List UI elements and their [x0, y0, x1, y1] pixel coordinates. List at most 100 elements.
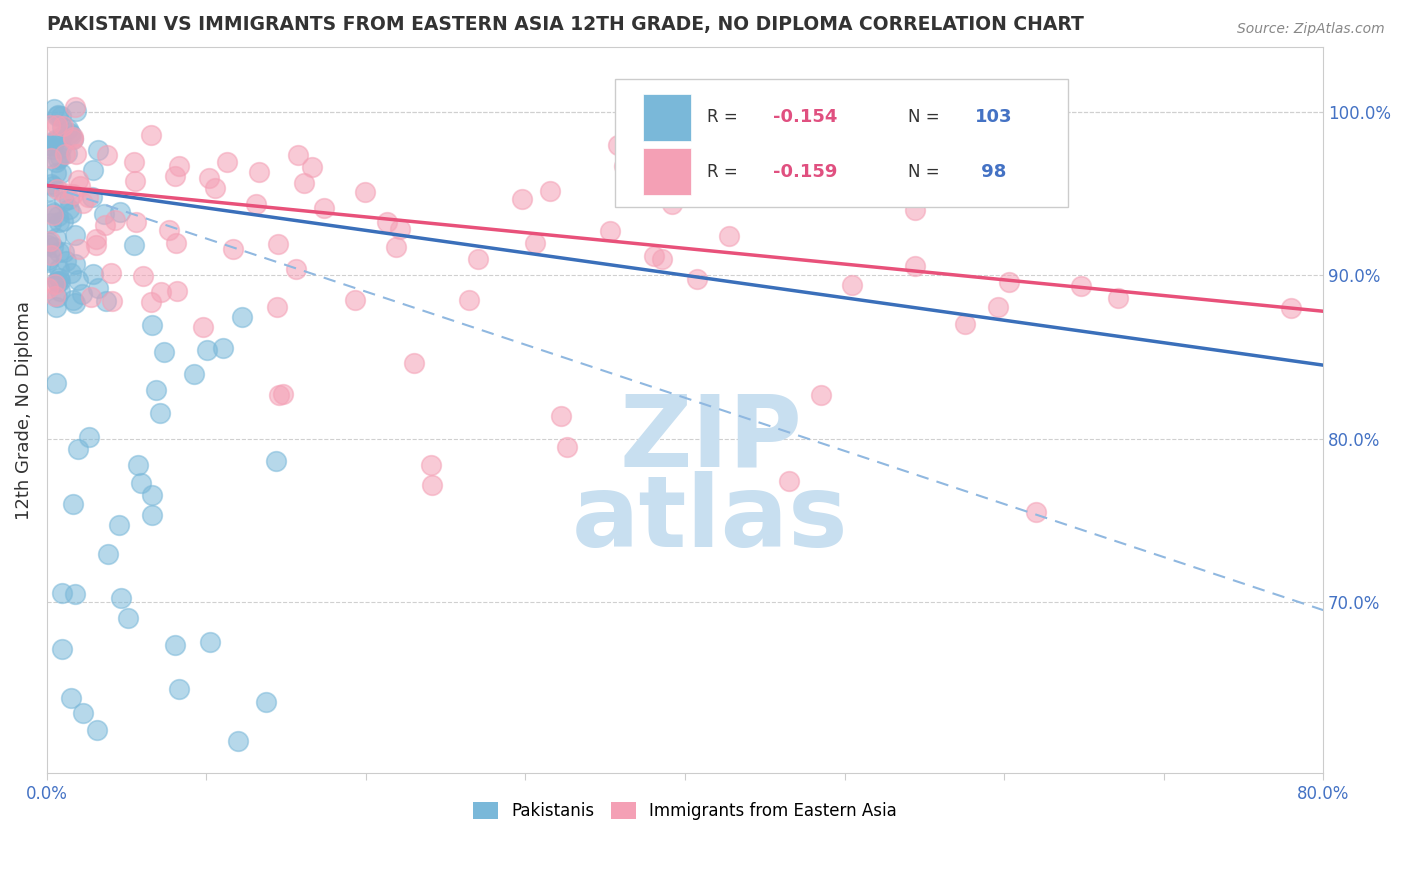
Point [139, 294, 162, 309]
Point [266, 454, 288, 468]
Point [249, 164, 271, 178]
Point [46, 274, 69, 288]
Point [599, 224, 621, 238]
Point [67, 442, 90, 456]
FancyBboxPatch shape [643, 94, 692, 141]
Point [65, 100, 87, 114]
Point [165, 235, 187, 250]
Point [375, 215, 398, 229]
Point [141, 508, 163, 523]
Point [48, 262, 70, 277]
Point [344, 293, 367, 308]
Text: R =: R = [707, 108, 742, 126]
Point [59, 266, 82, 280]
Point [157, 223, 180, 237]
Point [46, 109, 69, 123]
Point [65, 103, 87, 118]
Point [96, 148, 118, 162]
Point [45, 166, 67, 180]
Point [49, 109, 72, 123]
Point [1025, 505, 1047, 519]
Point [231, 310, 253, 324]
Point [63, 296, 86, 310]
Y-axis label: 12th Grade, No Diploma: 12th Grade, No Diploma [15, 301, 32, 519]
Point [60, 128, 83, 142]
Point [86, 723, 108, 738]
Point [38, 184, 60, 198]
Point [37, 138, 59, 153]
Point [46, 275, 69, 289]
Point [904, 259, 927, 273]
Point [110, 591, 132, 606]
Point [53, 147, 76, 161]
Point [904, 203, 927, 218]
Point [122, 155, 145, 169]
Point [52, 186, 75, 201]
Point [292, 177, 315, 191]
Point [149, 285, 172, 299]
Point [53, 244, 76, 259]
Point [129, 475, 152, 490]
Point [41, 216, 63, 230]
Point [45, 231, 67, 245]
Point [96, 294, 118, 309]
Point [661, 197, 683, 211]
Point [72, 706, 94, 720]
Point [228, 733, 250, 747]
Point [301, 160, 323, 174]
Point [167, 682, 190, 697]
Point [643, 249, 665, 263]
Point [183, 367, 205, 381]
Point [195, 343, 218, 357]
Point [167, 159, 190, 173]
Point [987, 300, 1010, 314]
Point [141, 488, 163, 502]
Point [49, 138, 72, 153]
Point [42, 178, 65, 193]
Point [44, 289, 66, 303]
Point [56, 122, 79, 136]
Point [200, 634, 222, 648]
Point [48, 210, 70, 224]
Point [41, 152, 63, 166]
Point [1070, 278, 1092, 293]
Point [655, 167, 678, 181]
Point [60, 690, 83, 705]
Point [97, 547, 120, 561]
Point [38, 137, 60, 152]
Point [778, 474, 800, 488]
Point [389, 221, 412, 235]
Point [49, 284, 72, 298]
Point [45, 300, 67, 314]
Point [100, 293, 122, 308]
Point [93, 207, 115, 221]
Point [59, 126, 82, 140]
Point [139, 128, 162, 142]
Point [39, 203, 62, 218]
Point [52, 119, 75, 133]
Point [37, 138, 59, 153]
Point [141, 318, 163, 332]
Text: ZIP: ZIP [619, 391, 801, 488]
Point [77, 430, 100, 444]
Point [46, 290, 69, 304]
Point [385, 240, 408, 254]
Point [94, 219, 117, 233]
Point [287, 147, 309, 161]
Point [39, 119, 62, 133]
Point [222, 242, 245, 256]
Text: R =: R = [707, 162, 742, 181]
Point [41, 248, 63, 262]
Point [125, 215, 148, 229]
Point [65, 147, 87, 161]
Point [51, 120, 73, 134]
Point [84, 237, 107, 252]
Point [37, 281, 59, 295]
Point [49, 141, 72, 155]
Point [955, 317, 977, 331]
Point [48, 244, 70, 259]
Point [613, 159, 636, 173]
Point [45, 154, 67, 169]
Point [44, 133, 66, 147]
Point [266, 300, 288, 314]
